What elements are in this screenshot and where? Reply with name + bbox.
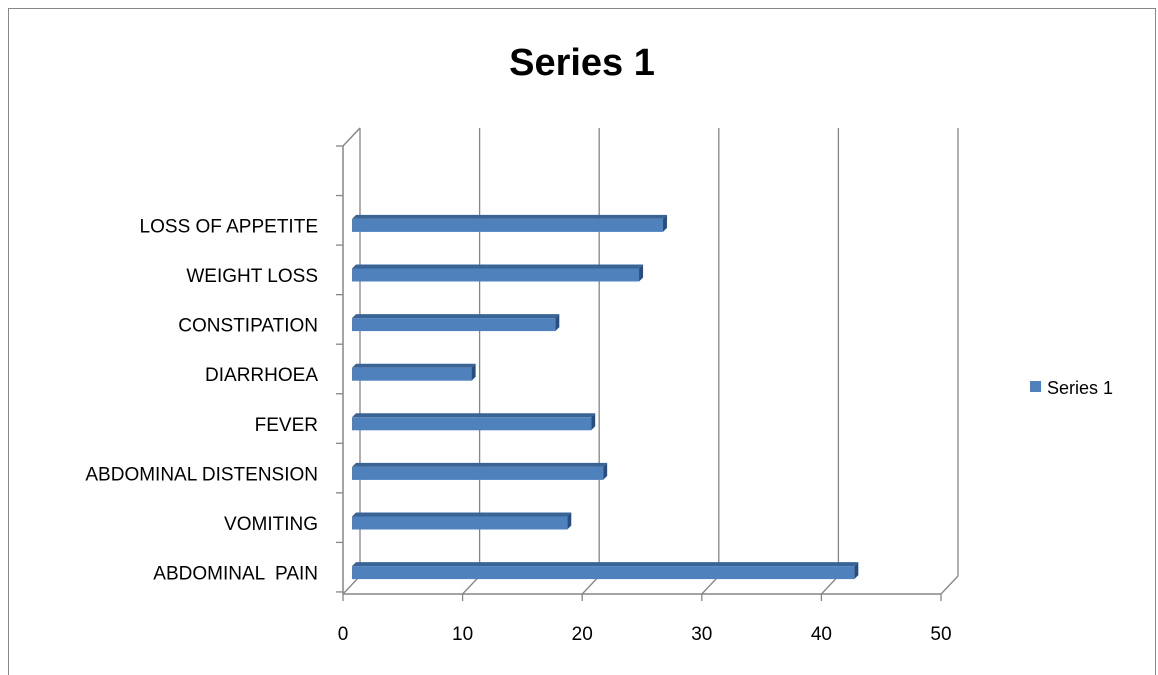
legend-label: Series 1 xyxy=(1047,378,1113,398)
bar-end xyxy=(662,214,667,232)
category-label: VOMITING xyxy=(224,514,318,535)
bar xyxy=(352,214,667,232)
bar-end xyxy=(854,562,859,580)
category-labels: ABDOMINAL PAIN VOMITING ABDOMINAL DISTENSI… xyxy=(85,216,318,584)
x-tick-label: 30 xyxy=(691,624,712,645)
legend-swatch xyxy=(1030,381,1041,392)
x-tick-label: 50 xyxy=(930,624,951,645)
bar-front xyxy=(352,516,568,530)
category-label: ABDOMINAL PAIN xyxy=(153,564,318,585)
bar-top xyxy=(352,462,608,467)
x-tick-label: 40 xyxy=(811,624,832,645)
x-tick-label: 0 xyxy=(338,624,349,645)
bar-top xyxy=(352,562,859,567)
x-tick-labels: 0 10 20 30 40 50 xyxy=(338,624,952,645)
bar-front xyxy=(352,218,663,232)
bars xyxy=(352,214,859,580)
bar xyxy=(352,562,859,580)
bar xyxy=(352,413,596,431)
bar-top xyxy=(352,314,560,319)
bar-top xyxy=(352,214,667,219)
bar-top xyxy=(352,512,572,517)
x-tick-label: 10 xyxy=(452,624,473,645)
bar-end xyxy=(591,413,596,431)
bar-top xyxy=(352,264,644,269)
bar-front xyxy=(352,466,604,480)
category-label: WEIGHT LOSS xyxy=(186,266,318,287)
bar-front xyxy=(352,268,640,282)
category-label: LOSS OF APPETITE xyxy=(140,216,318,237)
bar xyxy=(352,512,572,530)
category-label: ABDOMINAL DISTENSION xyxy=(85,464,318,485)
category-label: DIARRHOEA xyxy=(205,365,318,386)
bar xyxy=(352,314,560,332)
bar-end xyxy=(567,512,572,530)
bar xyxy=(352,462,608,480)
floor-gridline xyxy=(940,575,959,595)
bar-end xyxy=(555,314,560,332)
category-label: CONSTIPATION xyxy=(178,316,318,337)
bar-front xyxy=(352,566,855,580)
bar-end xyxy=(639,264,644,282)
category-label: FEVER xyxy=(255,415,318,436)
chart-title: Series 1 xyxy=(509,42,655,84)
bar-front xyxy=(352,318,556,332)
bar-top xyxy=(352,413,596,418)
bar xyxy=(352,363,476,381)
bar-end xyxy=(471,363,476,381)
bar-top xyxy=(352,363,476,368)
bar-front xyxy=(352,417,592,431)
legend: Series 1 xyxy=(1030,378,1113,398)
bar-end xyxy=(603,462,608,480)
bar xyxy=(352,264,644,282)
x-tick-label: 20 xyxy=(572,624,593,645)
bar-front xyxy=(352,367,472,381)
